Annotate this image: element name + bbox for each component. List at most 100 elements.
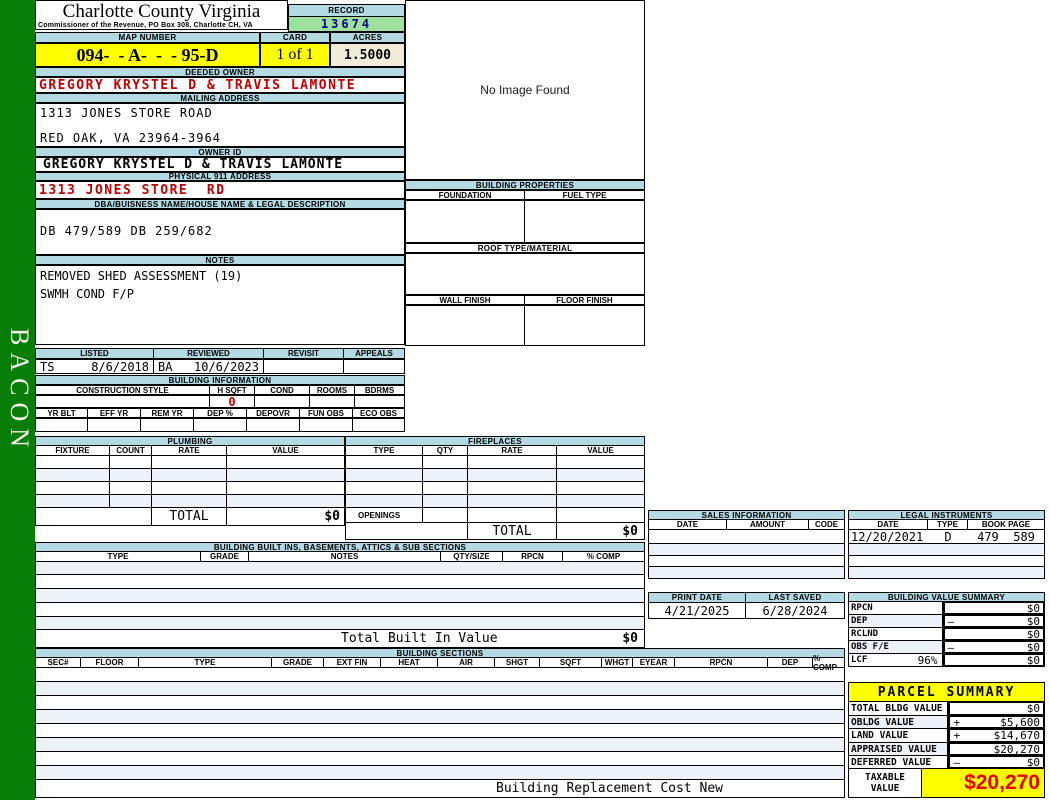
wall-floor-header-row: WALL FINISH FLOOR FINISH: [405, 295, 645, 305]
empty-cell: [152, 495, 227, 507]
parcel-value: $0: [1026, 755, 1040, 769]
building-sections-row: [35, 766, 845, 780]
parcel-value: $14,670: [993, 729, 1040, 742]
plumbing-col-fixture: FIXTURE: [36, 446, 110, 455]
parcel-value: $0: [1026, 702, 1040, 715]
parcel-row-deferred: DEFERRED VALUE – $0: [848, 755, 1045, 769]
taxable-label: TAXABLE VALUE: [849, 769, 922, 797]
bvs-label: RCLND: [849, 628, 943, 641]
notes-header: NOTES: [35, 255, 405, 265]
sections-col-air: AIR: [438, 658, 495, 667]
fireplaces-header: FIREPLACES: [345, 436, 645, 446]
fireplaces-row: [345, 456, 645, 469]
empty-cell: [468, 482, 557, 494]
building-info-row2-values: [35, 418, 405, 432]
legal-col-type: TYPE: [928, 520, 968, 529]
bvs-label: OBS F/E: [849, 641, 943, 654]
legal-col-bookpage: BOOK PAGE: [981, 520, 1031, 529]
bvs-op: –: [947, 640, 955, 654]
wall-finish-label: WALL FINISH: [406, 296, 525, 305]
bvs-value: $0: [1026, 601, 1040, 615]
empty-cell: [346, 482, 423, 494]
fireplaces-row: [345, 495, 645, 508]
revisit-value: [264, 360, 344, 373]
bvs-label: RPCN: [849, 602, 943, 615]
notes-line1: REMOVED SHED ASSESSMENT (19): [40, 269, 243, 283]
building-info-row1-headers: CONSTRUCTION STYLE H SQFT COND ROOMS BDR…: [35, 385, 405, 395]
no-image-text: No Image Found: [480, 83, 570, 97]
empty-cell: [557, 482, 642, 494]
hsqft-label: H SQFT: [210, 386, 255, 395]
notes-block: REMOVED SHED ASSESSMENT (19) SWMH COND F…: [35, 265, 405, 345]
card-value: 1 of 1: [260, 43, 330, 67]
empty-cell: [152, 482, 227, 494]
empty-cell: [152, 456, 227, 468]
parcel-op: –: [953, 755, 961, 769]
wall-finish-area: [406, 306, 525, 345]
reviewed-date: 10/6/2023: [193, 359, 259, 374]
empty-cell: [227, 482, 342, 494]
building-sections-row: [35, 696, 845, 710]
empty-cell: [346, 495, 423, 507]
parcel-value-cell: $0: [948, 701, 1045, 716]
sections-col-comp: % COMP: [813, 653, 837, 672]
mailing-line1: 1313 JONES STORE ROAD: [40, 106, 213, 120]
built-ins-total-label: Total Built In Value: [341, 631, 498, 646]
wall-floor-area: [405, 305, 645, 346]
dates-header-row: PRINT DATE LAST SAVED: [648, 592, 845, 603]
parcel-row-totalbldg: TOTAL BLDG VALUE $0: [848, 701, 1045, 716]
foundation-area: [406, 201, 525, 242]
mailing-address-block: 1313 JONES STORE ROAD RED OAK, VA 23964-…: [35, 103, 405, 147]
builtins-col-notes: NOTES: [249, 552, 441, 561]
cond-value: [255, 396, 310, 407]
bvs-value-cell: – $0: [942, 614, 1045, 628]
listed-label: LISTED: [36, 349, 154, 358]
listed-date: 8/6/2018: [91, 359, 149, 374]
bvs-lcf-label: LCF: [851, 655, 868, 665]
floor-finish-label: FLOOR FINISH: [556, 295, 613, 305]
building-properties-header: BUILDING PROPERTIES: [405, 180, 645, 190]
bvs-value-cell: $0: [942, 601, 1045, 615]
legal-header: LEGAL INSTRUMENTS: [848, 510, 1045, 520]
parcel-label: OBLDG VALUE: [849, 716, 949, 729]
owner-id-value: GREGORY KRYSTEL D & TRAVIS LAMONTE: [35, 157, 405, 172]
physical-address-value: 1313 JONES STORE RD: [35, 181, 405, 199]
building-sections-row: [35, 752, 845, 766]
empty-cell: [346, 456, 423, 468]
plumbing-row: [35, 469, 345, 482]
physical-address-header: PHYSICAL 911 ADDRESS: [35, 172, 405, 181]
map-value-row: 094- - A- - - 95-D 1 of 1 1.5000: [35, 43, 405, 67]
sales-row: [648, 556, 845, 567]
review-header-row: LISTED REVIEWED REVISIT APPEALS: [35, 348, 405, 359]
empty-cell: [152, 469, 227, 481]
parcel-value: $5,600: [1000, 715, 1040, 729]
plumbing-total-label: TOTAL: [152, 508, 227, 525]
building-sections-footer-row: Building Replacement Cost New: [35, 780, 845, 798]
sections-col-grade: GRADE: [272, 658, 324, 667]
map-number-label: MAP NUMBER: [35, 32, 260, 43]
empty-cell: [110, 482, 152, 494]
plumbing-table: PLUMBING FIXTURE COUNT RATE VALUE TOTAL …: [35, 436, 345, 526]
builtins-col-comp: % COMP: [586, 552, 621, 561]
yrblt-label: YR BLT: [36, 409, 88, 418]
ecoobs-label: ECO OBS: [360, 408, 397, 418]
reviewed-label: REVIEWED: [154, 349, 264, 358]
parcel-value-cell: – $0: [948, 755, 1045, 769]
mailing-line2: RED OAK, VA 23964-3964: [40, 131, 221, 145]
empty-cell: [346, 469, 423, 481]
funobs-value: [300, 419, 353, 431]
fireplaces-col-type: TYPE: [346, 446, 423, 455]
sections-col-sec: SEC#: [36, 658, 81, 667]
building-replacement-label: Building Replacement Cost New: [496, 781, 723, 796]
empty-cell: [468, 456, 557, 468]
sales-row: [648, 530, 845, 544]
empty-cell: [423, 469, 468, 481]
appeals-value: [344, 360, 404, 373]
plumbing-total-spacer: [36, 508, 152, 525]
effyr-value: [88, 419, 141, 431]
map-number-value: 094- - A- - - 95-D: [35, 43, 260, 67]
dates-value-row: 4/21/2025 6/28/2024: [648, 603, 845, 619]
mailing-address-header: MAILING ADDRESS: [35, 93, 405, 103]
dba-value: DB 479/589 DB 259/682: [40, 224, 213, 238]
